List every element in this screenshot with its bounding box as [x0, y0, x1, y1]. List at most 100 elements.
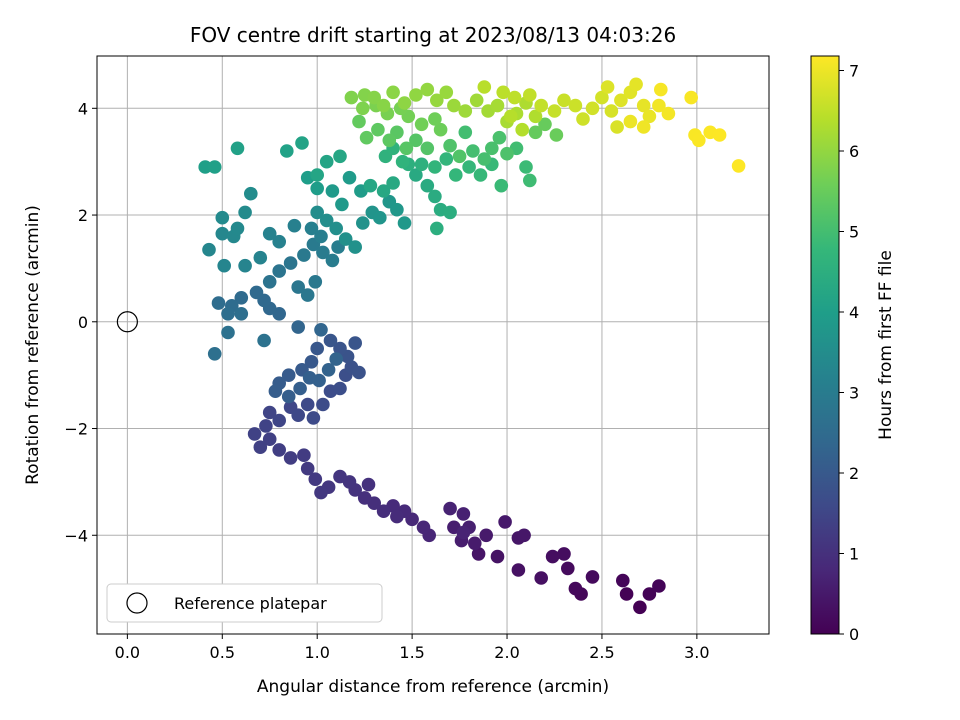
- y-tick-label: 0: [78, 313, 88, 332]
- colorbar-gradient: [810, 55, 840, 635]
- scatter-point: [585, 570, 600, 584]
- scatter-point: [414, 117, 429, 132]
- scatter-point: [636, 98, 651, 113]
- scatter-point: [409, 168, 423, 182]
- scatter-point: [211, 296, 226, 310]
- scatter-point: [390, 202, 404, 217]
- scatter-point: [595, 90, 609, 105]
- scatter-point: [528, 125, 543, 140]
- scatter-point: [456, 507, 471, 521]
- scatter-point: [335, 197, 349, 212]
- scatter-point: [654, 82, 668, 97]
- scatter-point: [359, 130, 374, 145]
- scatter-point: [600, 80, 615, 94]
- scatter-point: [348, 336, 363, 350]
- scatter-point: [217, 258, 231, 273]
- scatter-point: [283, 451, 298, 465]
- scatter-point: [259, 419, 273, 433]
- colorbar-label: Hours from first FF file: [876, 250, 896, 440]
- scatter-point: [357, 491, 372, 505]
- scatter-point: [477, 80, 492, 94]
- scatter-point: [523, 88, 537, 102]
- scatter-point: [230, 141, 245, 156]
- scatter-point: [323, 333, 338, 348]
- y-tick-label: 2: [78, 206, 88, 225]
- scatter-point: [371, 122, 385, 137]
- colorbar-tick-label: 1: [849, 544, 859, 563]
- y-tick-label: −2: [64, 420, 88, 439]
- scatter-point: [477, 152, 492, 166]
- scatter-point: [356, 216, 370, 230]
- scatter-point: [342, 170, 357, 185]
- scatter-point: [534, 98, 548, 113]
- scatter-point: [447, 98, 461, 113]
- scatter-point: [283, 256, 298, 270]
- x-tick-label: 2.5: [589, 643, 614, 662]
- colorbar-tick-label: 0: [849, 625, 859, 644]
- scatter-point: [507, 90, 522, 105]
- scatter-point: [262, 405, 277, 420]
- colorbar: 0 1 2 3 4 5 6 7 Hours from first FF file: [810, 55, 896, 644]
- scatter-point: [367, 90, 382, 105]
- scatter-point: [386, 176, 400, 190]
- scatter-point: [291, 408, 306, 423]
- scatter-point: [633, 600, 647, 615]
- scatter-point: [498, 515, 512, 529]
- scatter-point: [272, 413, 287, 428]
- scatter-point: [443, 138, 457, 153]
- scatter-point: [291, 320, 306, 334]
- scatter-point: [325, 253, 340, 268]
- x-tick-label: 0.0: [115, 643, 140, 662]
- scatter-point: [287, 218, 302, 233]
- colorbar-tick-label: 3: [849, 383, 859, 402]
- scatter-point: [568, 581, 583, 596]
- scatter-point: [619, 587, 634, 601]
- scatter-point: [390, 509, 404, 524]
- scatter-point: [386, 85, 400, 100]
- scatter-point: [485, 141, 499, 156]
- scatter-point: [652, 579, 666, 593]
- scatter-point: [333, 341, 347, 356]
- scatter-point: [247, 427, 262, 441]
- scatter-point: [238, 258, 252, 273]
- colorbar-tick-label: 4: [849, 303, 859, 322]
- scatter-point: [319, 213, 334, 228]
- reference-marker: [116, 311, 138, 333]
- scatter-point: [333, 469, 347, 484]
- scatter-point: [308, 472, 323, 487]
- scatter-point: [262, 432, 277, 447]
- scatter-point: [456, 525, 471, 540]
- scatter-point: [314, 323, 328, 337]
- scatter-point: [452, 149, 467, 164]
- scatter-point: [416, 520, 431, 535]
- scatter-point: [479, 528, 494, 543]
- scatter-point: [325, 184, 340, 198]
- scatter-point: [511, 563, 526, 577]
- scatter-point: [420, 141, 435, 156]
- scatter-point: [428, 189, 442, 204]
- scatter-point: [262, 226, 277, 241]
- scatter-point: [469, 93, 484, 108]
- scatter-point: [636, 120, 651, 134]
- legend-box: [106, 583, 383, 623]
- scatter-point: [344, 90, 359, 105]
- scatter-point: [333, 381, 347, 396]
- scatter-point: [545, 549, 560, 564]
- scatter-point: [576, 112, 590, 126]
- scatter-point: [652, 98, 666, 113]
- scatter-point: [547, 104, 562, 118]
- scatter-point: [712, 128, 727, 142]
- scatter-point: [352, 114, 366, 129]
- scatter-point: [304, 355, 319, 369]
- scatter-point: [557, 547, 571, 561]
- scatter-point: [523, 173, 537, 188]
- y-tick-label: 4: [78, 99, 88, 118]
- scatter-point: [471, 547, 486, 561]
- scatter-point: [519, 160, 533, 174]
- scatter-point: [500, 146, 514, 161]
- colorbar-ticks: 0 1 2 3 4 5 6 7: [839, 61, 859, 644]
- scatter-point: [561, 561, 575, 576]
- scatter-point: [376, 184, 391, 198]
- scatter-point: [319, 154, 334, 169]
